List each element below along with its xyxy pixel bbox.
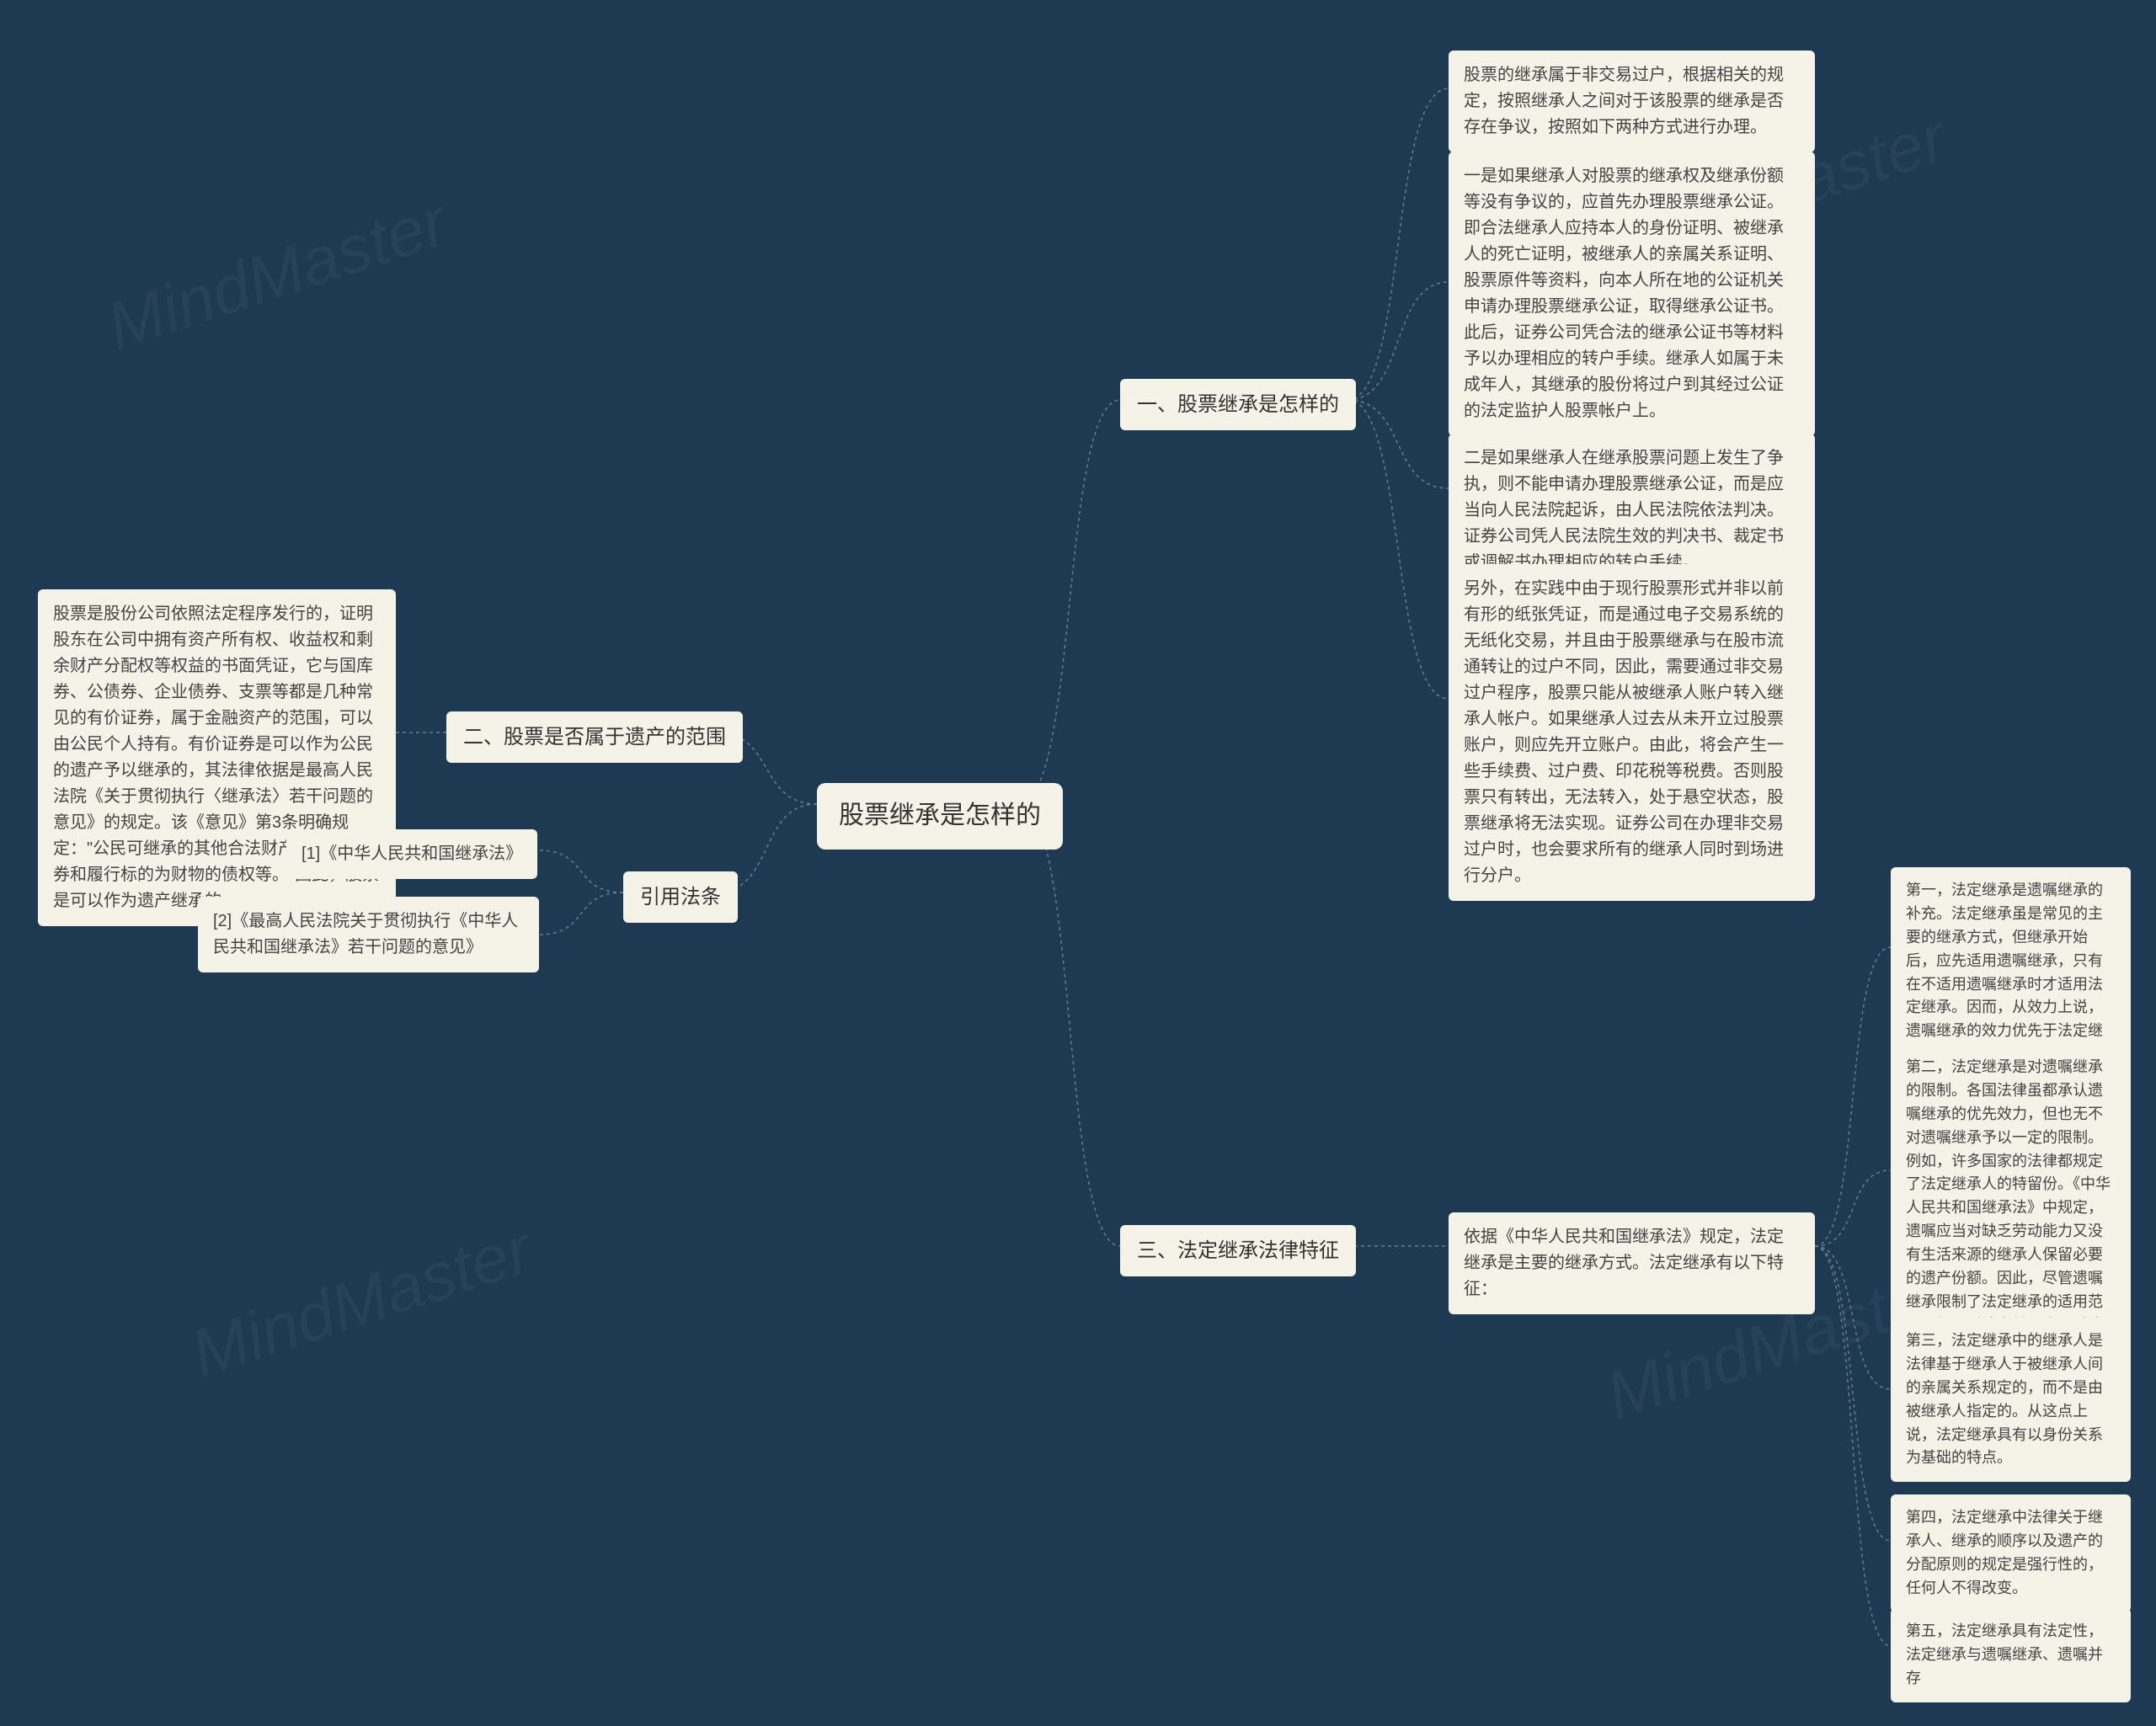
watermark: MindMaster [98,184,456,366]
leaf-1-4: 另外，在实践中由于现行股票形式并非以前有形的纸张凭证，而是通过电子交易系统的无纸… [1449,564,1815,901]
leaf-ref-1: [1]《中华人民共和国继承法》 [286,829,537,879]
leaf-ref-2: [2]《最高人民法院关于贯彻执行《中华人民共和国继承法》若干问题的意见》 [198,897,539,972]
branch-3: 三、法定继承法律特征 [1120,1225,1356,1276]
leaf-3-3: 第三，法定继承中的继承人是法律基于继承人于被继承人间的亲属关系规定的，而不是由被… [1891,1318,2131,1482]
leaf-3-5: 第五，法定继承具有法定性，法定继承与遗嘱继承、遗嘱并存 [1891,1608,2131,1702]
leaf-1-1: 股票的继承属于非交易过户，根据相关的规定，按照继承人之间对于该股票的继承是否存在… [1449,51,1815,152]
branch-ref: 引用法条 [623,871,738,923]
branch-2: 二、股票是否属于遗产的范围 [446,711,743,763]
branch-1: 一、股票继承是怎样的 [1120,379,1356,430]
leaf-3-0: 依据《中华人民共和国继承法》规定，法定继承是主要的继承方式。法定继承有以下特征： [1449,1212,1815,1314]
leaf-3-4: 第四，法定继承中法律关于继承人、继承的顺序以及遗产的分配原则的规定是强行性的，任… [1891,1494,2131,1612]
leaf-1-2: 一是如果继承人对股票的继承权及继承份额等没有争议的，应首先办理股票继承公证。即合… [1449,152,1815,436]
root-node: 股票继承是怎样的 [817,783,1063,850]
watermark: MindMaster [182,1211,541,1393]
